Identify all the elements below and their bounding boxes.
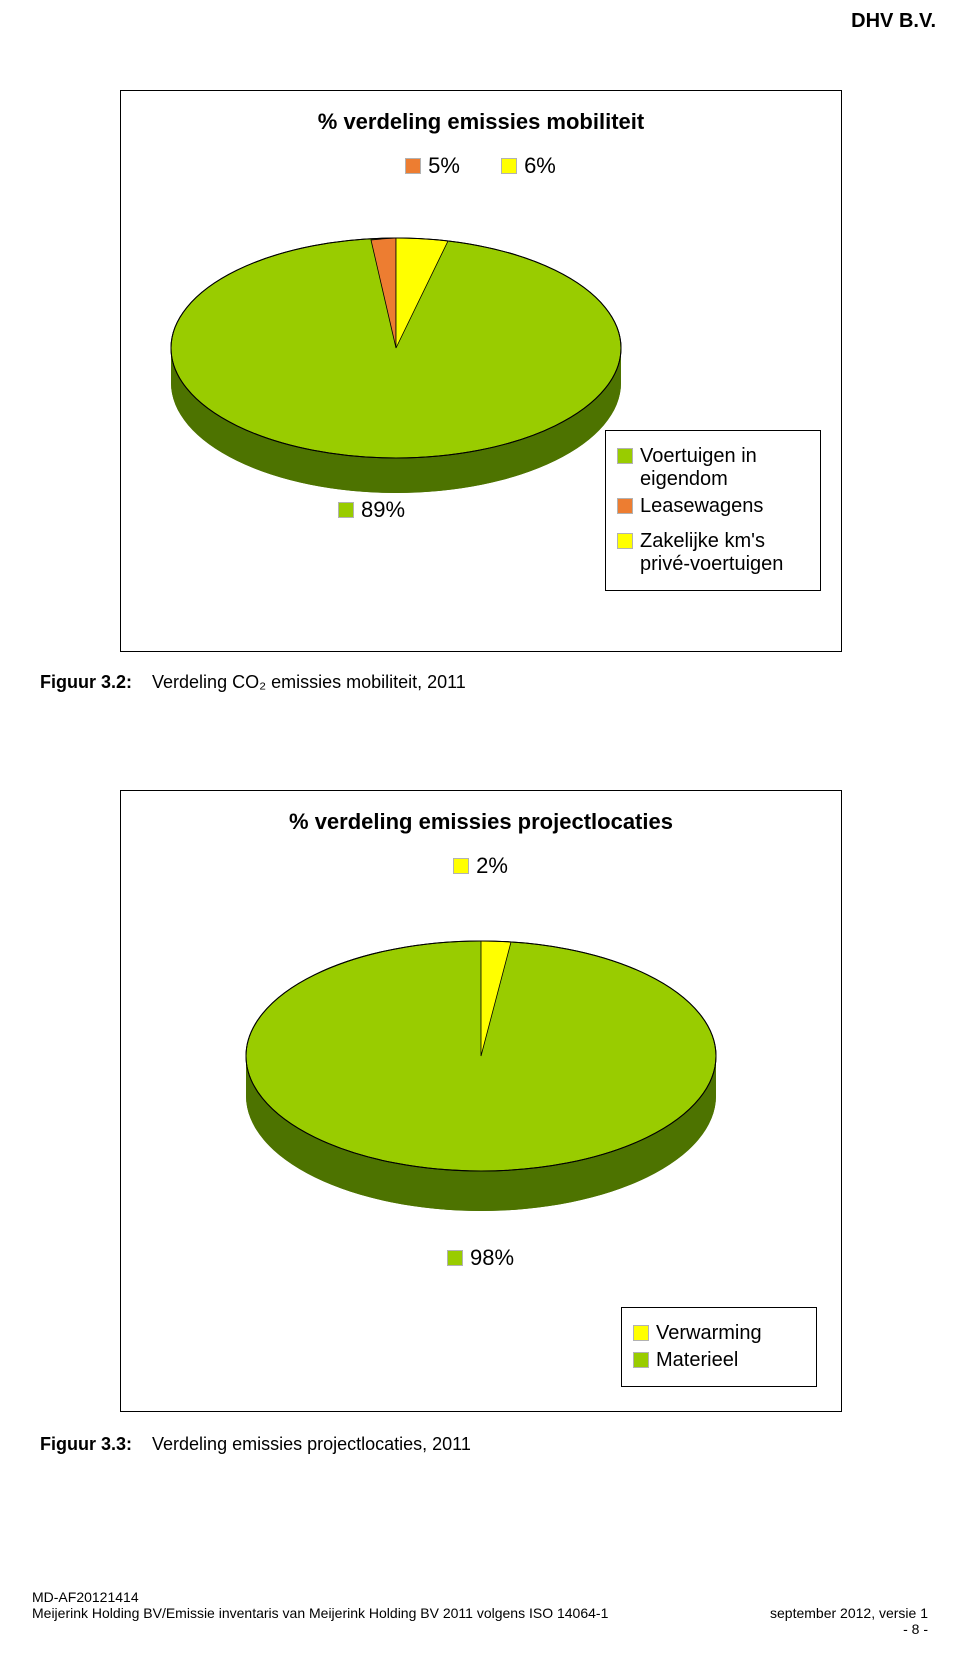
legend-text: Materieel	[656, 1349, 738, 1372]
chart1-lease-value: 5%	[428, 153, 460, 179]
chart2-dl-verwarming: 2%	[454, 853, 508, 879]
legend-swatch-orange	[618, 499, 632, 513]
chart1-top-labels: 5% 6%	[121, 153, 841, 179]
legend-swatch-green	[618, 449, 632, 463]
chart-projectlocaties: % verdeling emissies projectlocaties 2%	[120, 790, 842, 1412]
legend-row: Materieel	[634, 1349, 804, 1372]
swatch-yellow	[454, 859, 468, 873]
chart1-zakelijke-value: 6%	[524, 153, 556, 179]
chart1-caption-label: Figuur 3.2:	[40, 672, 132, 693]
chart2-top-label: 2%	[121, 853, 841, 879]
chart1-legend: Voertuigen in eigendom Leasewagens Zakel…	[605, 430, 821, 591]
chart2-materieel-value: 98%	[470, 1245, 514, 1271]
chart1-caption: Figuur 3.2: Verdeling CO₂ emissies mobil…	[40, 672, 466, 693]
chart1-dl-zakelijke: 6%	[502, 153, 556, 179]
legend-swatch-green	[634, 1353, 648, 1367]
footer-line2-left: Meijerink Holding BV/Emissie inventaris …	[32, 1605, 608, 1621]
chart2-pie-svg	[231, 891, 731, 1231]
legend-row: Voertuigen in eigendom	[618, 445, 808, 491]
chart2-verwarming-value: 2%	[476, 853, 508, 879]
chart2-caption-text: Verdeling emissies projectlocaties, 2011	[152, 1434, 471, 1455]
chart2-pie	[231, 891, 731, 1236]
page-footer: MD-AF20121414 Meijerink Holding BV/Emiss…	[32, 1589, 928, 1637]
page-header-company: DHV B.V.	[851, 10, 936, 33]
chart2-caption-label: Figuur 3.3:	[40, 1434, 132, 1455]
legend-text: Leasewagens	[640, 495, 763, 518]
chart1-pie-svg	[156, 193, 636, 513]
chart1-pie	[156, 193, 636, 518]
chart2-title: % verdeling emissies projectlocaties	[121, 809, 841, 835]
swatch-green	[339, 503, 353, 517]
footer-line2-right: september 2012, versie 1	[770, 1605, 928, 1621]
chart1-title: % verdeling emissies mobiliteit	[121, 109, 841, 135]
footer-line1: MD-AF20121414	[32, 1589, 928, 1605]
chart2-bottom-label: 98%	[121, 1245, 841, 1271]
legend-row: Leasewagens	[618, 495, 808, 518]
page: DHV B.V. % verdeling emissies mobiliteit…	[0, 0, 960, 1657]
chart2-caption: Figuur 3.3: Verdeling emissies projectlo…	[40, 1434, 471, 1455]
swatch-green	[448, 1251, 462, 1265]
legend-text: Zakelijke km's privé-voertuigen	[640, 530, 808, 576]
chart1-bottom-label: 89%	[321, 497, 423, 523]
legend-row: Verwarming	[634, 1322, 804, 1345]
chart1-eigendom-value: 89%	[361, 497, 405, 523]
chart2-dl-materieel: 98%	[448, 1245, 514, 1271]
legend-text: Voertuigen in eigendom	[640, 445, 808, 491]
legend-swatch-yellow	[618, 534, 632, 548]
footer-line3: - 8 -	[32, 1621, 928, 1637]
swatch-orange	[406, 159, 420, 173]
legend-text: Verwarming	[656, 1322, 762, 1345]
legend-row: Zakelijke km's privé-voertuigen	[618, 530, 808, 576]
legend-swatch-yellow	[634, 1326, 648, 1340]
chart1-dl-lease: 5%	[406, 153, 460, 179]
chart1-caption-text: Verdeling CO₂ emissies mobiliteit, 2011	[152, 672, 466, 693]
chart1-dl-eigendom: 89%	[339, 497, 405, 523]
chart-mobiliteit: % verdeling emissies mobiliteit 5% 6%	[120, 90, 842, 652]
chart2-legend: Verwarming Materieel	[621, 1307, 817, 1387]
swatch-yellow	[502, 159, 516, 173]
